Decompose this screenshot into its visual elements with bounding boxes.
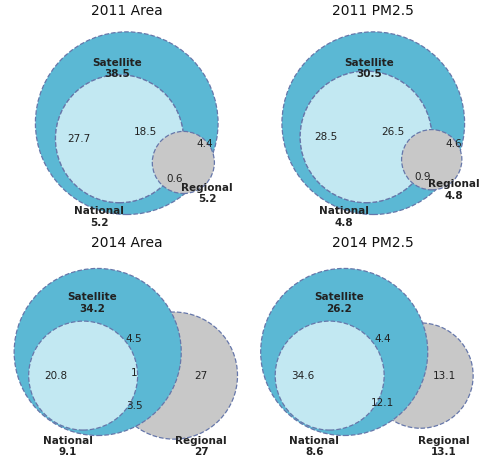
Title: 2011 Area: 2011 Area [91,4,162,18]
Text: 34.6: 34.6 [291,370,314,381]
Circle shape [152,131,214,193]
Text: Satellite
26.2: Satellite 26.2 [314,292,364,314]
Title: 2014 Area: 2014 Area [91,236,162,250]
Text: 3.5: 3.5 [126,402,142,412]
Text: 20.8: 20.8 [44,370,68,381]
Circle shape [402,130,462,190]
Text: Satellite
38.5: Satellite 38.5 [92,58,142,79]
Text: 27: 27 [194,370,208,381]
Circle shape [28,321,138,430]
Text: National
4.8: National 4.8 [319,207,369,228]
Text: 13.1: 13.1 [432,370,456,381]
Circle shape [56,75,184,202]
Circle shape [36,32,218,215]
Text: 4.6: 4.6 [446,139,462,149]
Text: 4.5: 4.5 [126,334,142,344]
Text: National
8.6: National 8.6 [290,436,339,457]
Title: 2014 PM2.5: 2014 PM2.5 [332,236,414,250]
Circle shape [368,323,473,428]
Circle shape [282,32,465,215]
Text: 0.6: 0.6 [166,174,182,184]
Circle shape [300,71,432,202]
Text: National
5.2: National 5.2 [74,207,124,228]
Text: Satellite
30.5: Satellite 30.5 [344,58,394,79]
Text: 0.9: 0.9 [414,172,431,182]
Circle shape [110,312,238,439]
Text: Regional
27: Regional 27 [176,436,227,457]
Text: 1: 1 [130,368,138,378]
Text: 26.5: 26.5 [382,127,405,137]
Circle shape [56,75,184,202]
Circle shape [260,269,428,436]
Text: National
9.1: National 9.1 [43,436,92,457]
Text: 27.7: 27.7 [68,134,91,144]
Text: 4.4: 4.4 [196,139,212,149]
Text: Regional
13.1: Regional 13.1 [418,436,470,457]
Text: 28.5: 28.5 [314,132,338,142]
Circle shape [14,269,181,436]
Circle shape [275,321,384,430]
Circle shape [300,71,432,202]
Text: Satellite
34.2: Satellite 34.2 [68,292,117,314]
Title: 2011 PM2.5: 2011 PM2.5 [332,4,414,18]
Text: 18.5: 18.5 [134,127,156,137]
Text: Regional
5.2: Regional 5.2 [182,183,233,204]
Text: Regional
4.8: Regional 4.8 [428,179,480,201]
Text: 12.1: 12.1 [370,398,394,408]
Text: 4.4: 4.4 [374,334,390,344]
